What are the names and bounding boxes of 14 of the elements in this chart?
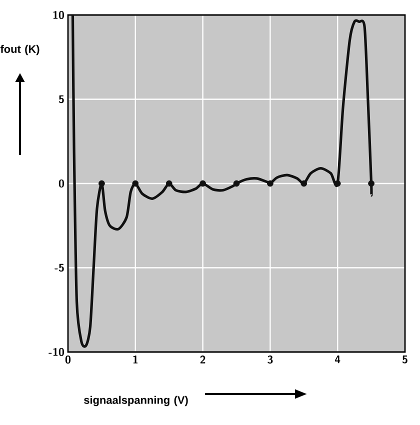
x-tick-label: 0 — [65, 356, 71, 364]
x-tick-label: 5 — [402, 356, 408, 364]
y-tick-label: -5 — [54, 264, 64, 272]
x-tick-label: 4 — [334, 356, 340, 364]
y-tick-label: 5 — [58, 95, 64, 104]
y-tick-label: 0 — [58, 179, 64, 188]
x-tick-label: 2 — [200, 356, 206, 364]
line-series — [71, 14, 373, 347]
y-axis-title: fout (K) — [0, 44, 40, 56]
y-tick-label: -10 — [48, 348, 64, 356]
x-tick-label: 1 — [133, 356, 138, 364]
y-tick-label: 10 — [53, 10, 64, 20]
x-tick-label: 3 — [268, 356, 273, 364]
x-axis-title: signaalspanning (V) — [84, 396, 188, 406]
